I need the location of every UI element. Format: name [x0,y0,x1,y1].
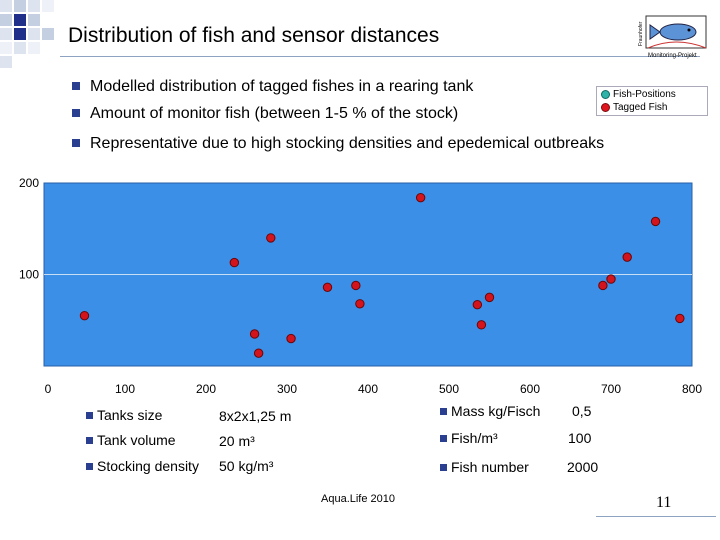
x-tick-label: 400 [358,382,378,396]
page-number: 11 [656,494,672,511]
info-fish-per-m3-label: Fish/m³ [440,430,498,446]
bullet-marker [72,108,80,117]
tagged-fish-point [415,192,426,203]
tagged-fish-point [476,320,487,330]
x-tick-label: 600 [520,382,540,396]
footer-text: Aqua.Life 2010 [321,493,396,505]
legend-item: Fish-Positions [601,88,676,101]
bullet-marker [440,463,447,471]
y-tick-label: 200 [19,178,39,190]
tagged-fish-point [79,310,90,321]
info-mass-label: Mass kg/Fisch [440,403,540,419]
bullet-marker [440,434,447,442]
tagged-fish-point [322,282,333,293]
legend-swatch [601,102,610,112]
bullet-marker [72,138,80,147]
tagged-fish-point [472,299,483,310]
info-mass-value: 0,5 [572,403,592,419]
tagged-fish-point [249,329,260,339]
fish-icon [659,23,697,41]
tagged-fish-point [606,274,616,284]
info-stocking-density-value: 50 kg/m³ [219,458,274,474]
bullet-item: Amount of monitor fish (between 1-5 % of… [72,105,458,123]
bullet-marker [86,411,93,419]
logo-vertical-text: Fraunhofer [638,21,644,46]
tagged-fish-point [229,257,240,268]
tagged-fish-point [266,233,276,243]
x-tick-label: 0 [45,382,52,396]
y-tick-label: 100 [19,268,39,282]
tagged-fish-point [286,333,296,344]
info-fish-per-m3-value: 100 [568,430,592,446]
bullet-marker [86,436,93,444]
logo-caption: Monitoring-Projekt [648,53,697,59]
legend-item: Tagged Fish [601,101,667,114]
tagged-fish-point [253,348,264,358]
legend-label: Tagged Fish [613,102,668,113]
x-tick-label: 800 [682,382,702,396]
info-stocking-density-label: Stocking density [86,458,199,474]
x-tick-label: 100 [115,382,135,396]
scatter-chart: 100 200 0 100 200 300 400 500 600 700 800 [19,178,702,396]
project-logo: Fraunhofer Monitoring-Projekt [636,14,708,60]
info-fish-number-label: Fish number [440,459,529,475]
tagged-fish-point [351,280,361,291]
info-tanks-size-value: 8x2x1,25 m [219,408,292,424]
footer-divider [596,516,716,517]
title-divider [60,56,700,57]
x-tick-label: 300 [277,382,297,396]
bullet-text: Modelled distribution of tagged fishes i… [90,78,474,95]
info-tanks-size-label: Tanks size [86,407,162,423]
x-tick-label: 200 [196,382,216,396]
bullet-text: Representative due to high stocking dens… [90,135,605,152]
tagged-fish-point [598,280,608,291]
chart-legend: Fish-Positions Tagged Fish [596,86,708,116]
legend-swatch [601,89,610,99]
tagged-fish-point [484,292,495,303]
bullet-marker [440,407,447,415]
info-fish-number-value: 2000 [567,459,599,475]
x-tick-label: 500 [439,382,459,396]
bullet-item: Representative due to high stocking dens… [72,135,604,153]
tagged-fish-point [650,216,661,227]
tagged-fish-point [622,252,632,262]
bullet-item: Modelled distribution of tagged fishes i… [72,78,473,96]
bullet-text: Amount of monitor fish (between 1-5 % of… [90,105,459,122]
page-title: Distribution of fish and sensor distance… [68,24,440,47]
x-tick-label: 700 [601,382,621,396]
legend-label: Fish-Positions [613,89,676,100]
info-tank-volume-value: 20 m³ [219,433,255,449]
tagged-fish-point [675,313,685,324]
bullet-marker [72,81,80,90]
bullet-marker [86,462,93,470]
tagged-fish-point [355,299,365,309]
info-tank-volume-label: Tank volume [86,432,176,448]
